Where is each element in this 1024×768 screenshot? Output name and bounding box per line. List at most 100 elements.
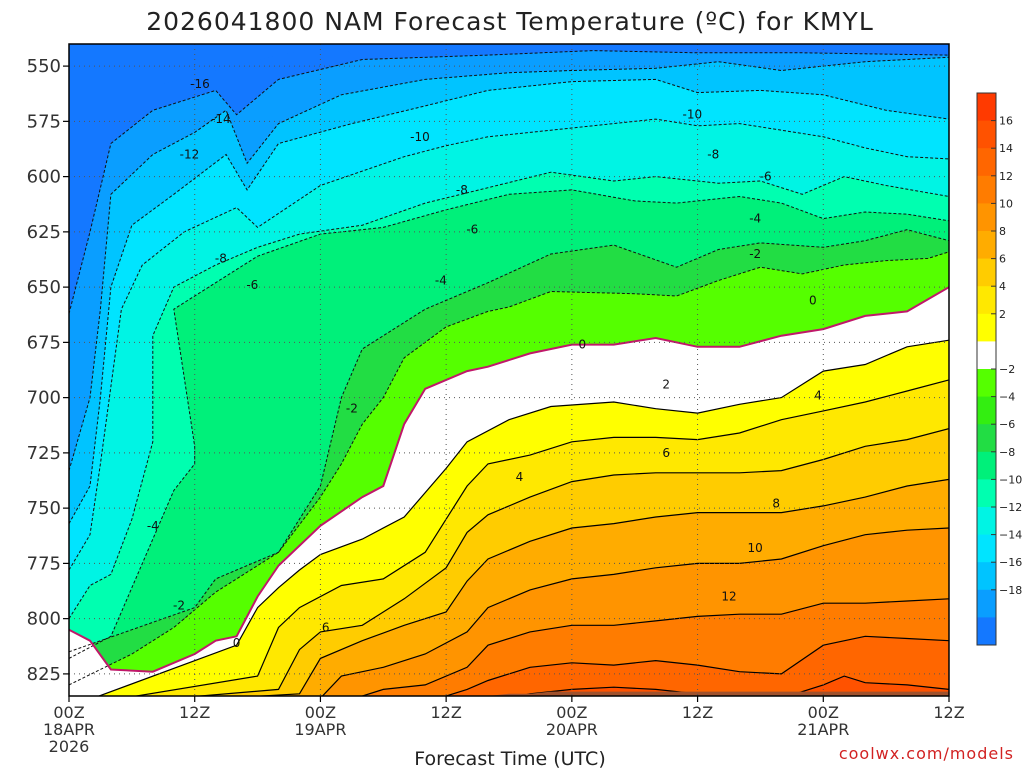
x-tick-label: 00Z [53,703,84,722]
isotherm--2 [69,251,949,686]
contour-label: 4 [814,388,822,402]
contour-label: -8 [215,251,227,265]
x-tick-label: 12Z [933,703,964,722]
x-tick-label: 18APR [43,720,95,739]
contour-label: -2 [346,402,358,416]
colorbar-swatch [977,369,996,398]
colorbar-swatch [977,258,996,287]
colorbar-swatch [977,589,996,618]
contour-label: -8 [707,148,719,162]
band-16 [519,676,949,696]
band-14 [446,636,949,696]
y-tick-label: 775 [27,553,61,574]
colorbar-label: 6 [999,253,1006,266]
credit-text: coolwx.com/models [839,744,1014,763]
x-tick-label: 00Z [556,703,587,722]
contour-label: -12 [180,148,200,162]
contour-label: 4 [516,470,524,484]
terrain-fill [69,691,949,696]
x-tick-label: 20APR [546,720,598,739]
isotherm--4 [69,229,949,653]
colorbar-label: 16 [999,115,1013,128]
colorbar-swatch [977,534,996,563]
colorbar-label: −8 [999,446,1015,459]
x-tick-label: 12Z [179,703,210,722]
contour-label: 6 [662,446,670,460]
temperature-bands [69,44,949,696]
contour-label: 10 [748,541,763,555]
y-axis-ticks: 550 575 600 625 650 675 700 725 750 775 800 825 [27,56,69,685]
contour-label: 0 [809,293,817,307]
isotherm-0 [69,286,949,673]
colorbar-label: −14 [999,529,1022,542]
y-tick-label: 750 [27,498,61,519]
isotherm--8 [69,171,949,619]
contour-label: -4 [435,273,447,287]
colorbar-swatch [977,175,996,204]
contour-label: -14 [211,112,231,126]
isotherm-8 [250,478,949,696]
x-axis-label: Forecast Time (UTC) [414,748,605,768]
x-tick-label: 2026 [49,737,90,756]
x-tick-label: 12Z [682,703,713,722]
y-tick-label: 625 [27,222,61,243]
contour-label: 8 [772,497,780,511]
y-tick-label: 700 [27,388,61,409]
colorbar-label: 4 [999,280,1006,293]
colorbar-label: −4 [999,391,1015,404]
contour-label: 0 [579,338,587,352]
colorbar-swatch [977,286,996,315]
x-tick-label: 12Z [430,703,461,722]
isotherm-4 [132,379,949,696]
colorbar-label: −16 [999,556,1022,569]
contour-label: -16 [190,77,210,91]
y-tick-label: 575 [27,111,61,132]
contour-label: -8 [456,183,468,197]
contour-label: -10 [410,130,430,144]
isotherm--10 [69,118,949,571]
chart-title: 2026041800 NAM Forecast Temperature (ºC)… [146,7,874,36]
contour-labels: -16 -14 -12 -10 -10 -8 -8 -8 -6 -6 -6 -4 -4 -4 -2 -2 -2 0… [147,77,822,650]
isotherm--14 [69,56,949,471]
y-tick-label: 825 [27,664,61,685]
colorbar-swatch [977,203,996,232]
colorbar-swatch [977,617,996,646]
y-tick-label: 550 [27,56,61,77]
colorbar-label: −18 [999,584,1022,597]
colorbar-label: −6 [999,418,1015,431]
colorbar-label: 14 [999,142,1013,155]
contour-label: -6 [246,278,258,292]
contour-label: -2 [749,247,761,261]
contour-label: 6 [322,620,330,634]
isotherm-6 [193,428,949,696]
x-tick-label: 00Z [305,703,336,722]
colorbar-swatch [977,562,996,591]
grid [69,44,949,696]
colorbar-swatch [977,313,996,342]
colorbar-label: 10 [999,197,1013,210]
colorbar-swatch [977,479,996,508]
isotherm-2 [97,339,949,696]
y-tick-label: 675 [27,332,61,353]
colorbar-label: 8 [999,225,1006,238]
colorbar-swatch [977,451,996,480]
y-tick-label: 600 [27,167,61,188]
x-tick-label: 19APR [294,720,346,739]
colorbar-swatch [977,396,996,425]
x-tick-label: 21APR [797,720,849,739]
y-tick-label: 800 [27,609,61,630]
colorbar-swatch [977,93,996,122]
terrain [69,691,949,696]
contour-label: -4 [749,212,761,226]
colorbar-swatch [977,507,996,536]
colorbar-label: −2 [999,363,1015,376]
colorbar-swatch [977,231,996,260]
isotherm-12 [360,598,949,696]
colorbar-swatch [977,120,996,149]
contour-label: -6 [466,223,478,237]
contour-label: -4 [147,519,159,533]
contour-label: 12 [721,590,736,604]
plot-frame [68,43,950,697]
